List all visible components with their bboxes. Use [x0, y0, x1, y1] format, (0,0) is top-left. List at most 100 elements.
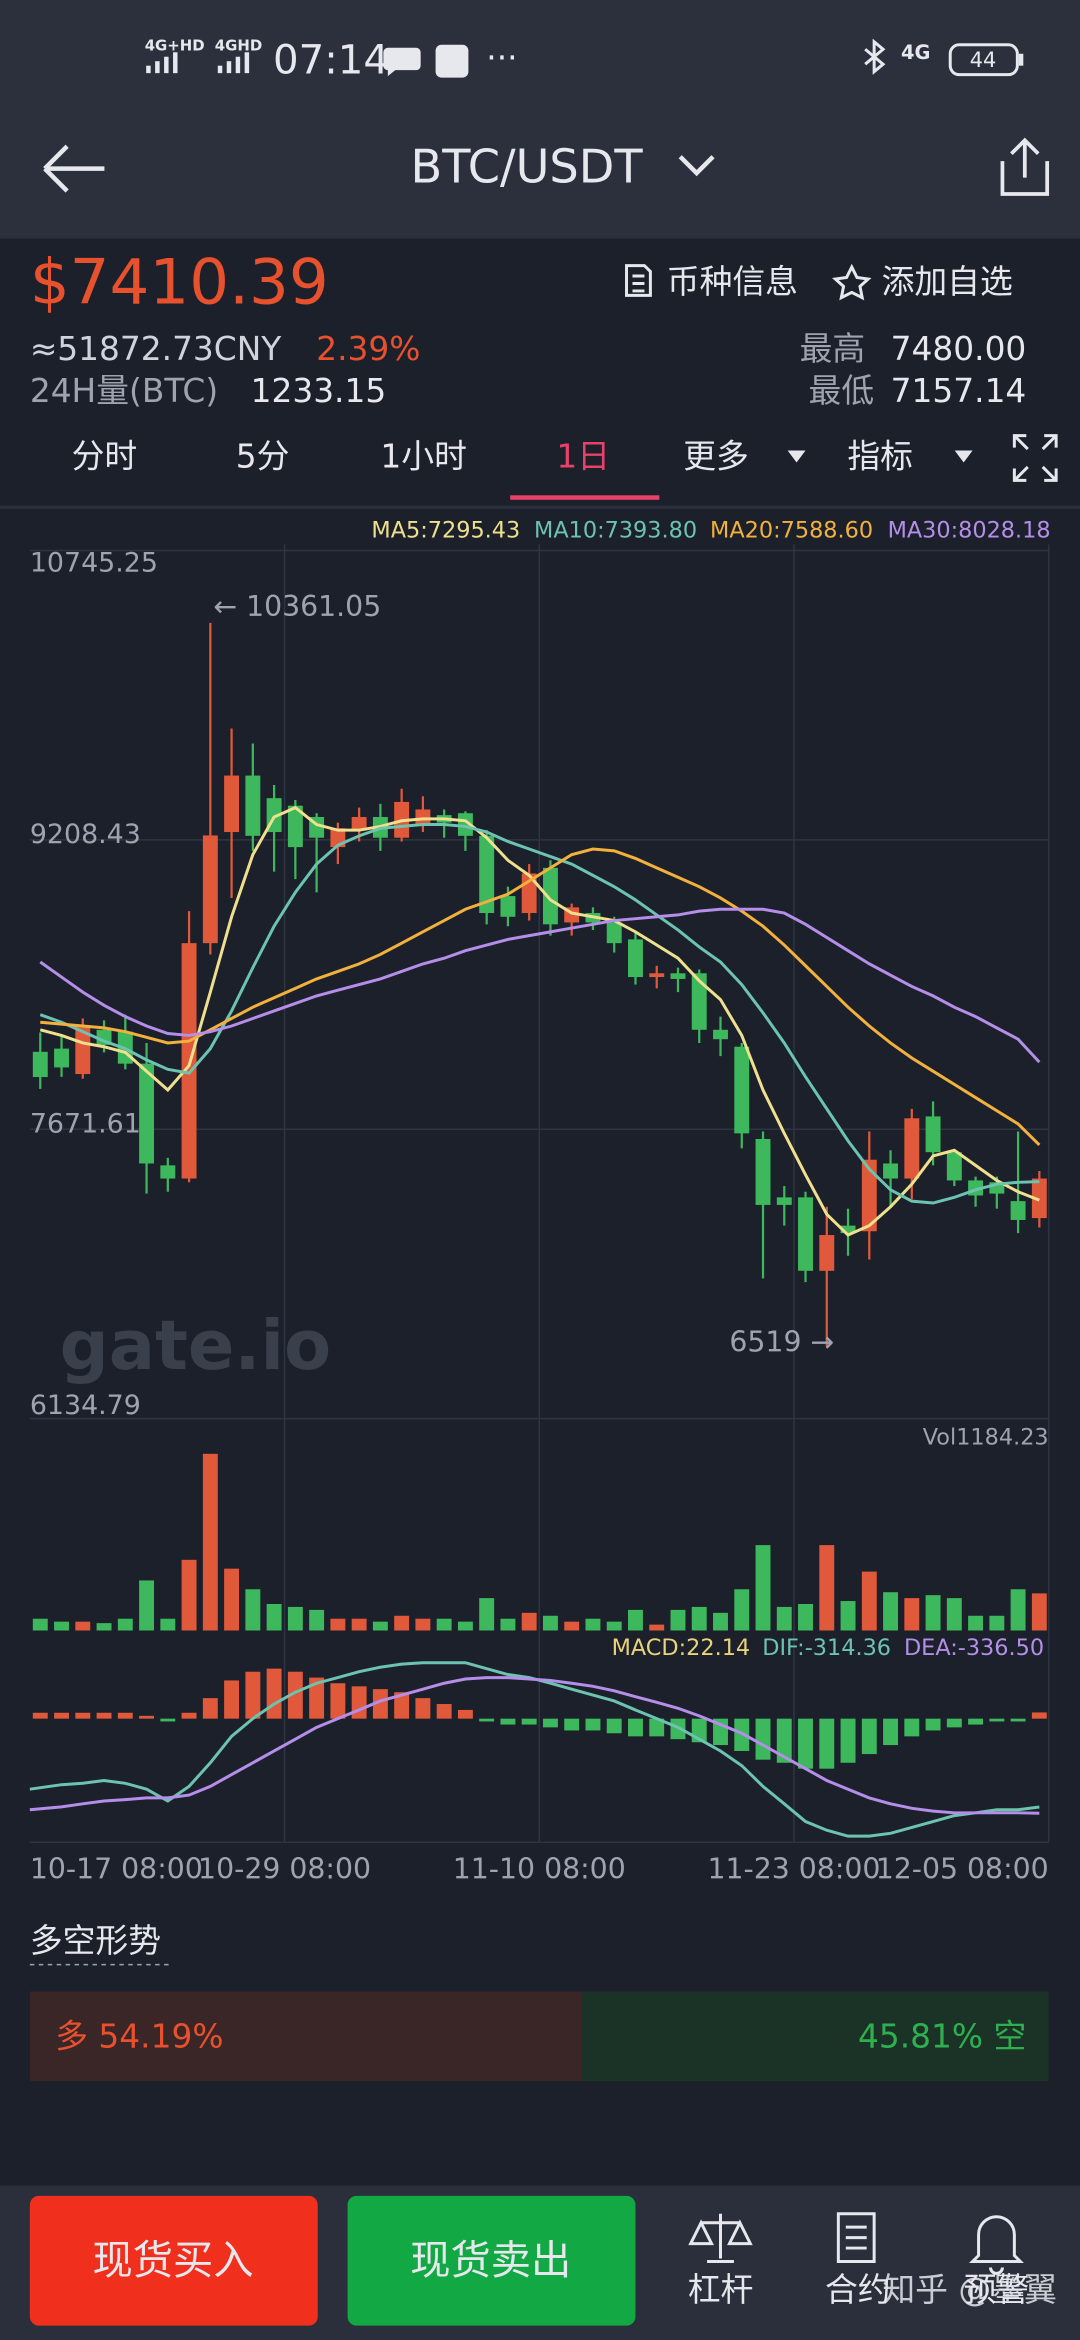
volume-bar	[1010, 1589, 1026, 1631]
min-value: 6519	[729, 1325, 801, 1358]
buy-label[interactable]: 现货买入	[93, 2238, 254, 2284]
buy-button[interactable]	[29, 2195, 318, 2326]
bar	[226, 61, 232, 74]
network: 4G	[901, 41, 930, 64]
volume-bar	[500, 1618, 516, 1631]
bar	[155, 61, 160, 74]
candle-body	[457, 813, 473, 836]
macd-bar	[1010, 1718, 1026, 1722]
volume-bar	[436, 1618, 452, 1631]
coin-info[interactable]: 币种信息	[667, 263, 798, 301]
macd-bar	[457, 1709, 473, 1719]
pair-dropdown[interactable]	[678, 155, 715, 177]
candle-body	[139, 1063, 155, 1164]
leverage-label[interactable]: 杠杆	[688, 2271, 754, 2309]
y-tick-label: 9208.43	[30, 819, 141, 850]
volume-legend: Vol1184.23	[923, 1425, 1049, 1451]
volume-bar	[968, 1615, 984, 1631]
macd-bar	[372, 1689, 388, 1719]
candle-body	[755, 1138, 771, 1205]
tab[interactable]: 1小时	[380, 438, 466, 476]
tab-active[interactable]: 1日	[556, 438, 610, 476]
candle-body	[649, 973, 665, 978]
cny-price: ≈51872.73CNY	[30, 330, 282, 368]
macd-bar	[330, 1683, 346, 1719]
x-tick-label: 10-17 08:00	[30, 1853, 203, 1886]
macd-bar	[798, 1718, 813, 1769]
pair-title[interactable]: BTC/USDT	[410, 140, 643, 194]
alert-label[interactable]: 预警	[964, 2271, 1030, 2309]
candle-body	[245, 775, 261, 836]
high: 7480.00	[891, 330, 1027, 368]
share-button[interactable]	[1000, 137, 1050, 196]
max-annotation: ← 10361.05	[213, 590, 381, 623]
macd-bar	[287, 1671, 303, 1719]
macd-bar	[776, 1718, 792, 1763]
volume-bar	[755, 1545, 771, 1631]
macd-bar	[989, 1718, 1005, 1722]
low: 7157.14	[891, 372, 1027, 410]
volume-bar	[1031, 1593, 1047, 1631]
leverage-icon[interactable]	[688, 2213, 753, 2263]
contract-label[interactable]: 合约	[825, 2271, 891, 2309]
macd-bar	[245, 1671, 261, 1719]
x-tick-label: 11-23 08:00	[707, 1853, 880, 1886]
star-icon[interactable]	[831, 263, 872, 301]
alert-icon[interactable]	[968, 2215, 1024, 2275]
macd-bar	[649, 1718, 665, 1737]
fullscreen-button[interactable]	[1012, 434, 1058, 482]
macd-bar	[351, 1686, 367, 1719]
back-button[interactable]	[43, 144, 105, 193]
clock: 07:14	[273, 38, 389, 84]
volume-bar	[628, 1609, 643, 1631]
macd-bar	[266, 1668, 282, 1719]
low-label: 最低	[809, 372, 875, 410]
x-tick-label: 10-29 08:00	[198, 1853, 371, 1886]
candle-body	[691, 973, 707, 1030]
candle-body	[904, 1118, 920, 1179]
macd-bar	[117, 1712, 133, 1719]
long-bar	[29, 1991, 582, 2081]
candle-body	[925, 1116, 941, 1153]
sentiment-title: 多空形势	[30, 1922, 161, 1960]
macd-bar	[1031, 1712, 1047, 1719]
short-percent: 45.81%	[858, 2017, 983, 2055]
info-icon[interactable]	[625, 264, 652, 297]
tab[interactable]: 更多	[683, 438, 749, 476]
volume-bar	[989, 1615, 1005, 1631]
volume-bar	[117, 1618, 133, 1631]
candle-body	[1031, 1178, 1047, 1219]
top-bar-bg	[0, 0, 1080, 239]
tab[interactable]: 指标	[847, 438, 913, 476]
candle-body	[32, 1051, 48, 1078]
ma-line	[39, 907, 1041, 1064]
bar	[244, 52, 250, 74]
macd-bar	[904, 1718, 920, 1737]
add-watchlist[interactable]: 添加自选	[882, 263, 1013, 301]
macd-legend: DIF:-314.36	[762, 1635, 891, 1661]
watermark: gate.io	[60, 1306, 331, 1386]
candle-body	[670, 973, 686, 979]
macd-bar	[542, 1718, 558, 1728]
sell-label[interactable]: 现货卖出	[410, 2238, 571, 2284]
macd-bar	[139, 1715, 155, 1719]
bluetooth-icon	[864, 38, 886, 75]
volume-bar	[309, 1609, 325, 1631]
candle-body	[542, 867, 558, 925]
volume-bar	[606, 1621, 622, 1631]
tab[interactable]: 5分	[236, 438, 290, 476]
volume-bar	[691, 1606, 707, 1631]
candle-body	[1010, 1201, 1026, 1220]
macd-line	[29, 1676, 1040, 1815]
contract-icon[interactable]	[836, 2212, 876, 2263]
macd-bar	[861, 1718, 877, 1755]
high-label: 最高	[800, 330, 866, 368]
candle-body	[776, 1197, 792, 1205]
sell-button[interactable]	[347, 2195, 636, 2326]
candle-body	[351, 816, 367, 831]
tab[interactable]: 分时	[72, 438, 138, 476]
legend-entry: MA5:7295.43	[371, 518, 520, 544]
candle-body	[75, 1026, 91, 1075]
volume-bar	[585, 1618, 601, 1631]
